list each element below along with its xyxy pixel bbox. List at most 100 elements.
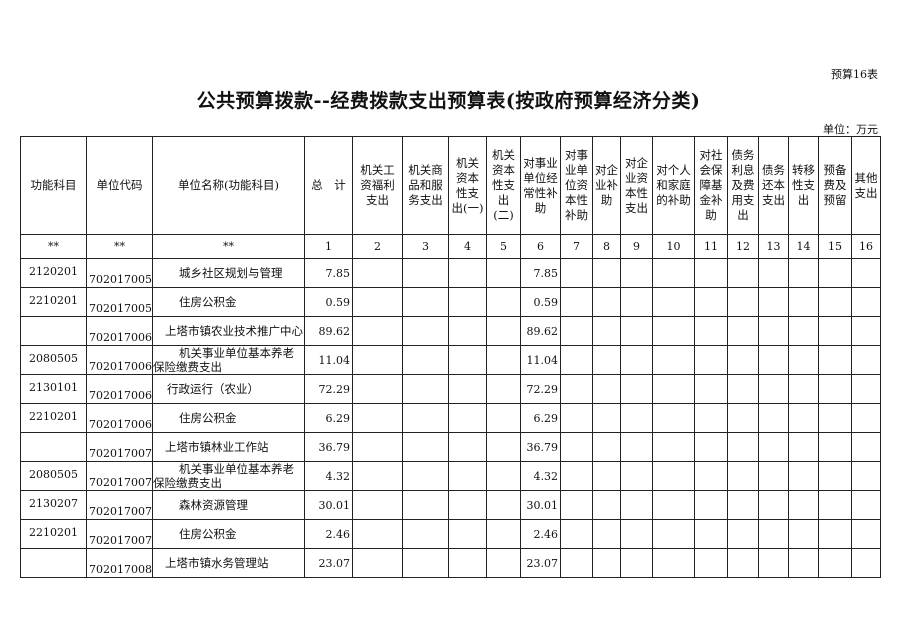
empty-cell	[851, 519, 881, 549]
unit-code: 702017007	[86, 461, 153, 491]
empty-cell	[851, 548, 881, 578]
column-header: 功能科目	[20, 136, 87, 235]
empty-cell	[620, 432, 653, 462]
empty-cell	[486, 258, 521, 288]
column-index: 2	[352, 234, 403, 259]
empty-cell	[448, 287, 487, 317]
total-amount: 23.07	[304, 548, 353, 578]
unit-label: 单位：万元	[823, 123, 878, 136]
empty-cell	[758, 258, 789, 288]
column-index: 16	[851, 234, 881, 259]
empty-cell	[758, 432, 789, 462]
empty-cell	[652, 490, 695, 520]
empty-cell	[592, 519, 621, 549]
col-6-amount: 36.79	[520, 432, 561, 462]
col-6-amount: 2.46	[520, 519, 561, 549]
column-header: 对社会保障基金补助	[694, 136, 728, 235]
table-row: 2130207 702017007 森林资源管理 30.01 30.01	[20, 490, 881, 520]
empty-cell	[560, 316, 593, 346]
empty-cell	[652, 548, 695, 578]
total-amount: 72.29	[304, 374, 353, 404]
column-index: 12	[727, 234, 759, 259]
empty-cell	[652, 432, 695, 462]
empty-cell	[851, 258, 881, 288]
empty-cell	[851, 345, 881, 375]
empty-cell	[788, 403, 819, 433]
empty-cell	[851, 461, 881, 491]
table-row: 2210201 702017007 住房公积金 2.46 2.46	[20, 519, 881, 549]
empty-cell	[620, 345, 653, 375]
column-index: 5	[486, 234, 521, 259]
table-row: 702017008 上塔市镇水务管理站 23.07 23.07	[20, 548, 881, 578]
function-code	[20, 548, 87, 578]
empty-cell	[352, 490, 403, 520]
column-header: 对个人和家庭的补助	[652, 136, 695, 235]
empty-cell	[402, 403, 449, 433]
col-6-amount: 0.59	[520, 287, 561, 317]
empty-cell	[727, 287, 759, 317]
empty-cell	[402, 519, 449, 549]
unit-code: 702017008	[86, 548, 153, 578]
empty-cell	[652, 374, 695, 404]
empty-cell	[851, 374, 881, 404]
column-header: 机关商品和服务支出	[402, 136, 449, 235]
unit-code: 702017007	[86, 519, 153, 549]
empty-cell	[560, 519, 593, 549]
table-row: 702017007 上塔市镇林业工作站 36.79 36.79	[20, 432, 881, 462]
empty-cell	[652, 403, 695, 433]
column-index: 15	[818, 234, 852, 259]
empty-cell	[402, 548, 449, 578]
total-amount: 2.46	[304, 519, 353, 549]
unit-code: 702017005	[86, 287, 153, 317]
empty-cell	[620, 287, 653, 317]
column-header: 债务利息及费用支出	[727, 136, 759, 235]
column-index: **	[20, 234, 87, 259]
column-header: 债务还本支出	[758, 136, 789, 235]
table-row: 2210201 702017005 住房公积金 0.59 0.59	[20, 287, 881, 317]
empty-cell	[620, 374, 653, 404]
col-6-amount: 89.62	[520, 316, 561, 346]
empty-cell	[592, 548, 621, 578]
empty-cell	[448, 548, 487, 578]
empty-cell	[592, 403, 621, 433]
empty-cell	[652, 287, 695, 317]
function-code: 2210201	[20, 287, 87, 317]
empty-cell	[352, 548, 403, 578]
function-code: 2210201	[20, 403, 87, 433]
unit-name: 上塔市镇水务管理站	[152, 548, 305, 578]
empty-cell	[592, 432, 621, 462]
empty-cell	[560, 403, 593, 433]
empty-cell	[402, 461, 449, 491]
unit-code: 702017006	[86, 345, 153, 375]
empty-cell	[694, 548, 728, 578]
empty-cell	[486, 432, 521, 462]
empty-cell	[352, 374, 403, 404]
empty-cell	[818, 432, 852, 462]
total-amount: 7.85	[304, 258, 353, 288]
empty-cell	[402, 490, 449, 520]
empty-cell	[851, 287, 881, 317]
unit-name: 行政运行（农业）	[152, 374, 305, 404]
empty-cell	[620, 461, 653, 491]
table-row: 702017006 上塔市镇农业技术推广中心 89.62 89.62	[20, 316, 881, 346]
empty-cell	[652, 345, 695, 375]
empty-cell	[448, 316, 487, 346]
column-header: 机关资本性支出(一)	[448, 136, 487, 235]
column-index: 13	[758, 234, 789, 259]
total-amount: 36.79	[304, 432, 353, 462]
unit-name: 住房公积金	[152, 403, 305, 433]
empty-cell	[851, 490, 881, 520]
empty-cell	[727, 403, 759, 433]
empty-cell	[851, 432, 881, 462]
empty-cell	[560, 432, 593, 462]
empty-cell	[758, 461, 789, 491]
empty-cell	[727, 432, 759, 462]
column-index: 14	[788, 234, 819, 259]
empty-cell	[352, 461, 403, 491]
empty-cell	[818, 461, 852, 491]
empty-cell	[758, 519, 789, 549]
empty-cell	[818, 287, 852, 317]
unit-code: 702017007	[86, 490, 153, 520]
total-amount: 89.62	[304, 316, 353, 346]
function-code	[20, 432, 87, 462]
